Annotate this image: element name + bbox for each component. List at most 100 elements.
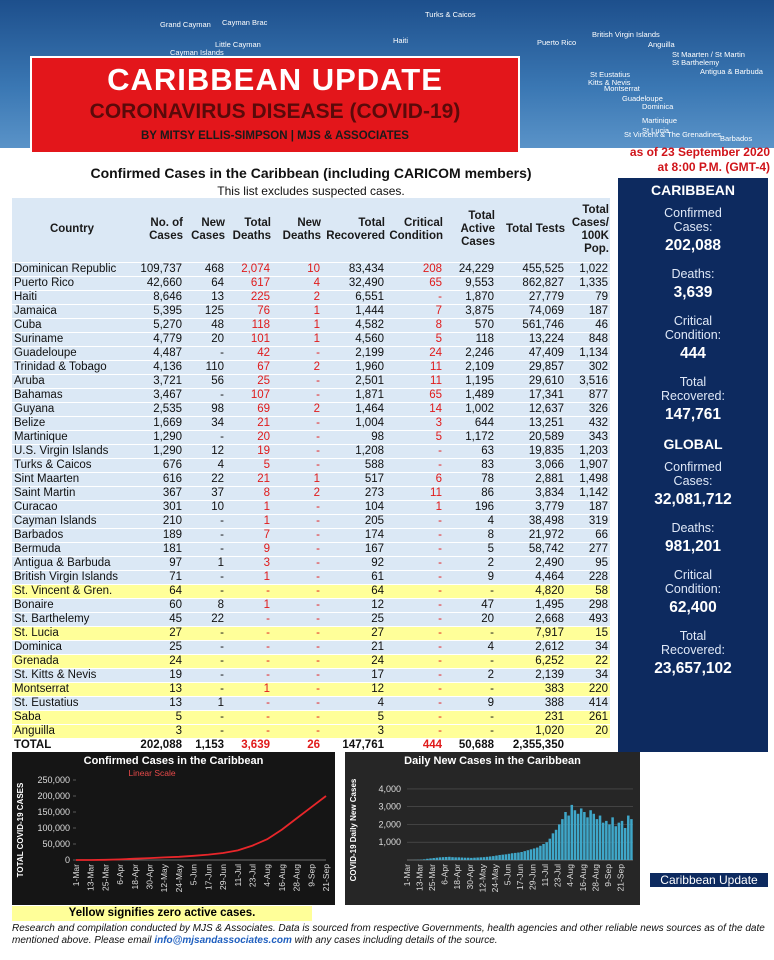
column-header: Total Recovered bbox=[322, 198, 386, 263]
bar bbox=[586, 817, 589, 860]
cell: - bbox=[386, 458, 444, 473]
map-label: British Virgin Islands bbox=[592, 30, 660, 39]
bar bbox=[423, 859, 426, 860]
cell: 1 bbox=[226, 500, 272, 515]
sidebar-heading: CARIBBEAN bbox=[651, 182, 735, 198]
cell: 47 bbox=[444, 598, 496, 613]
cell: - bbox=[226, 626, 272, 641]
chart-title: Confirmed Cases in the Caribbean bbox=[84, 755, 264, 767]
table-row: Barbados 189-7-174-8 21,972 66 bbox=[12, 528, 610, 543]
bar bbox=[567, 815, 570, 860]
cell: 4 bbox=[444, 640, 496, 655]
cell: - bbox=[272, 584, 322, 599]
bar bbox=[463, 857, 467, 860]
cell: 2 bbox=[444, 556, 496, 571]
x-tick-label: 12-May bbox=[159, 863, 169, 892]
cell: 29,857 bbox=[496, 360, 566, 375]
cell: 118 bbox=[226, 318, 272, 333]
cell: 414 bbox=[566, 696, 610, 711]
logo-text: Caribbean Update bbox=[650, 873, 768, 887]
cell: - bbox=[226, 724, 272, 739]
cell: 37 bbox=[184, 486, 226, 501]
cell: - bbox=[226, 584, 272, 599]
cell: 29,610 bbox=[496, 374, 566, 389]
cell: 2,246 bbox=[444, 346, 496, 361]
cell: 46 bbox=[566, 318, 610, 333]
cell: - bbox=[272, 640, 322, 655]
cell: - bbox=[272, 626, 322, 641]
cell: 1,290 bbox=[132, 444, 184, 459]
y-axis-label: COVID-19 Daily New Cases bbox=[349, 778, 358, 881]
cell: 1,444 bbox=[322, 304, 386, 319]
cell: 561,746 bbox=[496, 318, 566, 333]
bar bbox=[554, 829, 558, 860]
bar bbox=[583, 812, 586, 860]
cell: 2,668 bbox=[496, 612, 566, 627]
country: Bahamas bbox=[12, 388, 132, 403]
cell: - bbox=[272, 682, 322, 697]
cell: 1,020 bbox=[496, 724, 566, 739]
cell: 877 bbox=[566, 388, 610, 403]
cell: - bbox=[272, 612, 322, 627]
cell: 21,972 bbox=[496, 528, 566, 543]
bar bbox=[504, 854, 508, 860]
cell: 301 bbox=[132, 500, 184, 515]
cell: - bbox=[226, 710, 272, 725]
cell: 110 bbox=[184, 360, 226, 375]
cell: 17 bbox=[322, 668, 386, 683]
y-tick-label: 150,000 bbox=[37, 807, 70, 817]
cell: 118 bbox=[444, 332, 496, 347]
cell: 13 bbox=[132, 682, 184, 697]
cell: - bbox=[272, 458, 322, 473]
cell: 517 bbox=[322, 472, 386, 487]
cell: 4,487 bbox=[132, 346, 184, 361]
cell: - bbox=[386, 654, 444, 669]
cell: - bbox=[272, 724, 322, 739]
x-tick-label: 5-Jun bbox=[502, 864, 512, 886]
cell: 2,109 bbox=[444, 360, 496, 375]
bar bbox=[564, 812, 567, 860]
cell: 1,870 bbox=[444, 290, 496, 305]
map-label: Guadeloupe bbox=[622, 94, 663, 103]
country: Guadeloupe bbox=[12, 346, 132, 361]
country: Cuba bbox=[12, 318, 132, 333]
summary-sidebar: CARIBBEAN Confirmed Cases: 202,088 Deaths: 3… bbox=[618, 178, 768, 752]
cell: - bbox=[272, 542, 322, 557]
bar bbox=[579, 808, 583, 860]
table-row: Cayman Islands 210-1-205-4 38,498 319 bbox=[12, 514, 610, 529]
cell: 3,467 bbox=[132, 388, 184, 403]
map-label: Barbados bbox=[720, 134, 753, 143]
map-label: Turks & Caicos bbox=[425, 10, 476, 19]
table-row: Bonaire 60 8 1-12-47 1,495 298 bbox=[12, 598, 610, 613]
cell: 617 bbox=[226, 276, 272, 291]
cell: - bbox=[184, 654, 226, 669]
cell: 63 bbox=[444, 444, 496, 459]
map-label: Little Cayman bbox=[215, 40, 261, 49]
table-row: St. Barthelemy 45 22- -25-20 2,668 493 bbox=[12, 612, 610, 627]
cell: 9 bbox=[444, 696, 496, 711]
cell: 3,066 bbox=[496, 458, 566, 473]
cell: 64 bbox=[132, 584, 184, 599]
cell: - bbox=[184, 682, 226, 697]
cell: 2 bbox=[272, 486, 322, 501]
stat-value: 981,201 bbox=[664, 538, 722, 555]
cell: - bbox=[444, 626, 496, 641]
table-row: Haiti 8,646 13 225 2 6,551-1,870 27,779 79 bbox=[12, 290, 610, 305]
cell: 2 bbox=[272, 290, 322, 305]
bar bbox=[448, 856, 451, 860]
table-row: U.S. Virgin Islands 1,290 12 19-1,208-63 19,… bbox=[12, 444, 610, 459]
x-tick-label: 23-Jul bbox=[553, 864, 563, 887]
cell: 1,195 bbox=[444, 374, 496, 389]
cell: 277 bbox=[566, 542, 610, 557]
cell: - bbox=[386, 612, 444, 627]
cell: 9 bbox=[444, 570, 496, 585]
country: St. Lucia bbox=[12, 626, 132, 641]
cell: 616 bbox=[132, 472, 184, 487]
note-text: Research and compilation conducted by MJ… bbox=[12, 923, 765, 946]
table-row: British Virgin Islands 71-1-61-9 4,464 228 bbox=[12, 570, 610, 585]
table-row: Suriname 4,779 20 101 1 4,560 5 118 13,224 848 bbox=[12, 332, 610, 347]
cell: 1 bbox=[184, 556, 226, 571]
table-row: Guyana 2,535 98 69 2 1,464 14 1,002 12,637 326 bbox=[12, 402, 610, 417]
table-row: St. Kitts & Nevis 19- - -17-2 2,139 34 bbox=[12, 668, 610, 683]
bar bbox=[498, 855, 501, 860]
